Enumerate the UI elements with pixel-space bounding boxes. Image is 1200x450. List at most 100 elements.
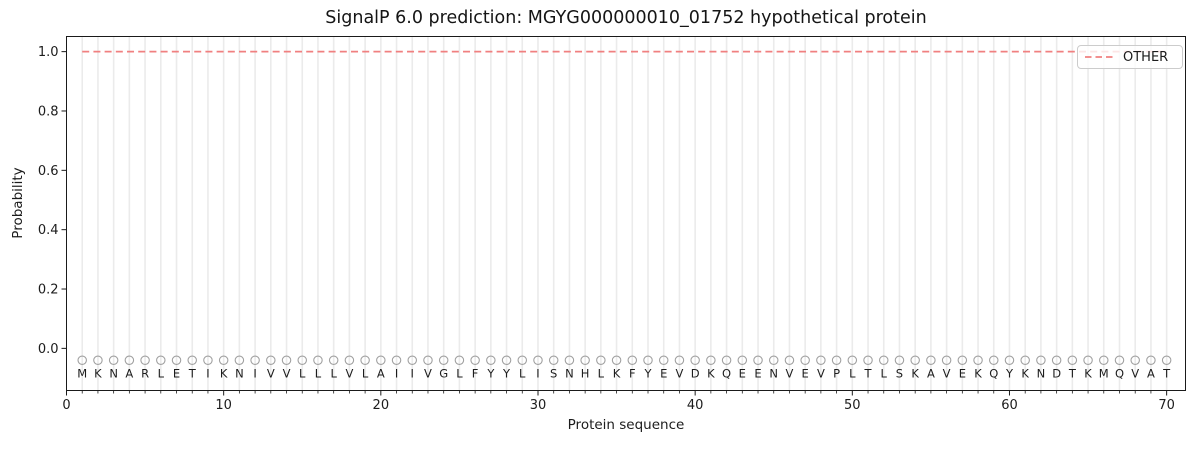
legend-dashed-line-icon [1085,56,1115,58]
x-axis-label: Protein sequence [567,417,685,433]
residue-marker [297,355,307,365]
sequence-letter: I [395,367,398,381]
sequence-letter: L [330,367,337,381]
sequence-letter: Q [1115,367,1124,381]
residue-marker [1051,355,1062,365]
sequence-letter: G [439,367,448,381]
x-tick-label: 10 [215,398,232,413]
sequence-letter: V [424,367,432,381]
residue-marker [658,355,669,365]
residue-marker [344,355,355,365]
chart-title: SignalP 6.0 prediction: MGYG000000010_01… [325,8,927,28]
sequence-letter: L [598,367,605,381]
residue-marker [690,355,700,365]
residue-marker [753,355,763,365]
residue-marker [784,355,795,365]
sequence-letter: S [550,367,557,381]
residue-marker [171,355,182,365]
x-tick-label: 0 [62,398,70,413]
residue-marker [596,355,606,365]
residue-marker [973,355,983,365]
sequence-letter: A [927,367,935,381]
sequence-letter: L [519,367,526,381]
residue-marker [564,355,575,365]
sequence-letter: T [1068,367,1077,381]
residue-marker [989,355,999,365]
sequence-letter: Q [989,367,998,381]
sequence-letter: V [817,367,825,381]
residue-marker [124,355,135,365]
sequence-letter: K [613,367,621,381]
residue-marker [768,355,779,365]
residue-marker [438,355,449,365]
residue-marker [470,355,480,365]
sequence-letter: K [1084,367,1092,381]
residue-marker [580,355,590,365]
sequence-letter: E [959,367,966,381]
residue-marker [643,355,653,365]
residue-marker [1099,355,1109,365]
sequence-letter: D [1052,367,1061,381]
sequence-letter: F [629,367,636,381]
sequence-letter: N [1037,367,1046,381]
sequence-letter: K [1021,367,1029,381]
x-tick-label: 50 [844,398,861,413]
sequence-letter: V [345,367,353,381]
residue-marker [1004,355,1015,365]
sequence-letter: L [849,367,856,381]
residue-marker [360,355,370,365]
residue-marker [187,355,197,365]
x-tick-label: 70 [1158,398,1175,413]
y-tick-label: 1.0 [38,45,59,60]
y-tick-label: 0.4 [38,223,59,238]
sequence-letter: I [253,367,256,381]
residue-marker [218,355,229,365]
sequence-letter: H [581,367,590,381]
sequence-letter: L [299,367,306,381]
sequence-letter: I [206,367,209,381]
x-tick-label: 20 [373,398,390,413]
residue-marker [847,355,858,365]
residue-marker [674,355,685,365]
sequence-letter: L [158,367,165,381]
sequence-letter: I [411,367,414,381]
residue-marker [140,355,150,365]
residue-marker [1083,355,1093,365]
sequence-letter: A [377,367,385,381]
sequence-letter: V [283,367,291,381]
legend-entry-label: OTHER [1123,49,1169,65]
sequence-letter: I [536,367,539,381]
residue-marker [1146,355,1156,365]
sequence-letter: V [1131,367,1139,381]
residue-marker [737,355,748,365]
residue-marker [831,355,842,365]
sequence-letter: Y [1005,367,1014,381]
sequence-letter: T [1162,367,1171,381]
y-tick-label: 0.0 [38,342,59,357]
residue-marker [391,355,402,365]
residue-marker [266,355,276,365]
sequence-letter: E [754,367,761,381]
residue-marker [517,355,528,365]
sequence-letter: E [660,367,667,381]
residue-marker [93,355,103,365]
residue-marker [611,355,622,365]
sequence-letter: R [141,367,149,381]
residue-marker [486,355,496,365]
sequence-letter: N [235,367,244,381]
sequence-letter: L [456,367,463,381]
sequence-letter: Y [502,367,511,381]
y-tick-label: 0.8 [38,104,59,119]
sequence-letter: V [943,367,951,381]
sequence-letter: K [974,367,982,381]
residue-marker [863,355,873,365]
residue-marker [800,355,810,365]
sequence-letter: D [691,367,700,381]
sequence-letter: L [881,367,888,381]
residue-marker [407,355,418,365]
residue-marker [77,355,87,365]
axes-frame [66,36,1186,391]
sequence-letter: Y [643,367,652,381]
residue-marker [721,355,732,365]
